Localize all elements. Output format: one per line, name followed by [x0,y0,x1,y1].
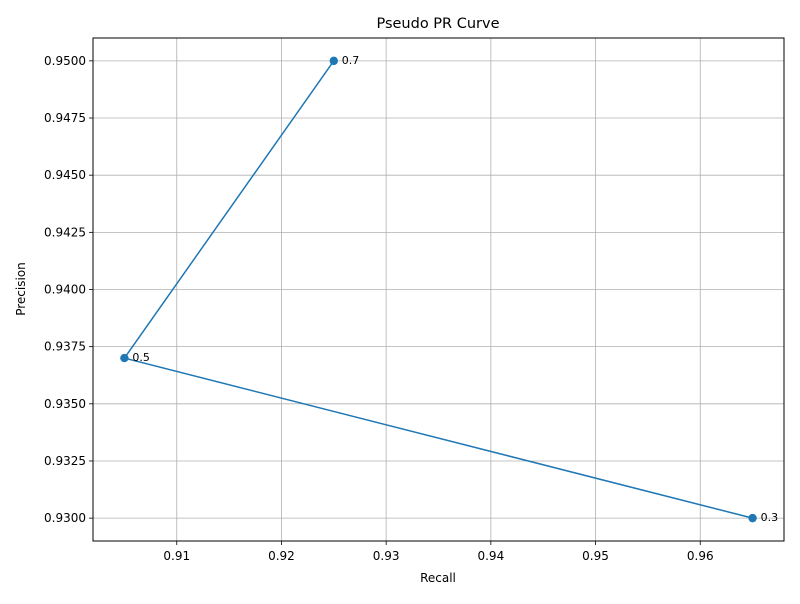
y-tick-label: 0.9350 [44,397,86,411]
x-tick-label: 0.92 [268,549,295,563]
data-point [120,353,129,363]
y-axis-label: Precision [14,262,28,316]
data-point [748,513,757,523]
x-axis-label: Recall [420,571,456,585]
series-layer: 0.7 0.5 0.3 [120,54,778,524]
y-tick-label: 0.9425 [44,225,86,239]
y-tick-label: 0.9375 [44,340,86,354]
data-point [329,56,339,66]
x-tick-label: 0.96 [687,549,714,563]
x-tick-label: 0.95 [582,549,609,563]
x-axis-ticks: 0.91 0.92 0.93 0.94 0.95 0.96 [163,541,714,563]
y-tick-label: 0.9400 [44,283,86,297]
point-label: 0.3 [761,511,779,524]
x-tick-label: 0.91 [163,549,190,563]
y-axis-ticks: 0.9300 0.9325 0.9350 0.9375 0.9400 0.9425 0.94… [44,54,93,525]
grid-layer [93,38,784,541]
point-label: 0.7 [342,54,360,67]
y-tick-label: 0.9325 [44,454,86,468]
y-tick-label: 0.9475 [44,111,86,125]
y-tick-label: 0.9500 [44,54,86,68]
y-tick-label: 0.9300 [44,511,86,525]
point-label: 0.5 [132,351,150,364]
y-tick-label: 0.9450 [44,168,86,182]
chart-title: Pseudo PR Curve [376,16,499,32]
x-tick-label: 0.93 [373,549,400,563]
x-tick-label: 0.94 [477,549,504,563]
plot-frame [92,37,785,542]
